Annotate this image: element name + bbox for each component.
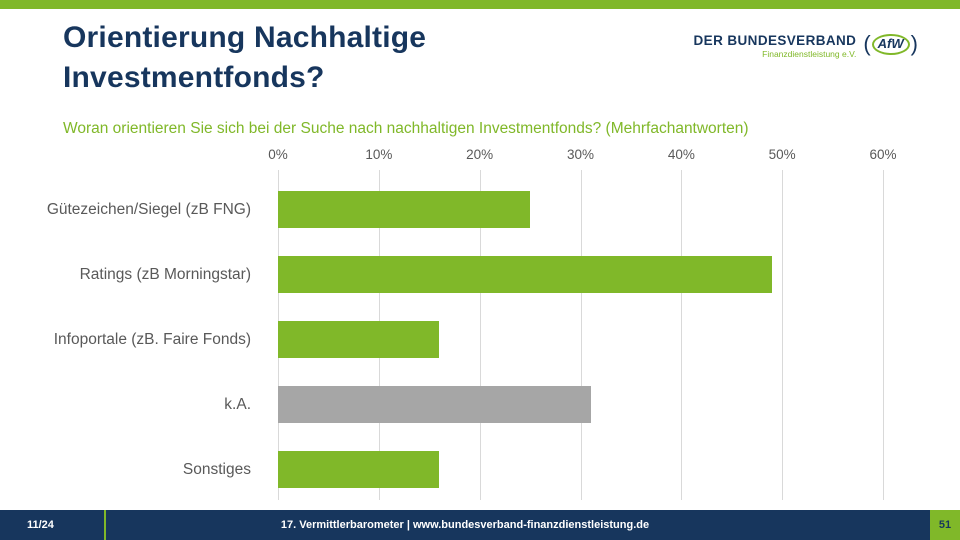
x-axis-tick-labels: 0% 10% 20% 30% 40% 50% 60% [268,146,896,164]
footer-divider [104,510,106,540]
top-accent-bar [0,0,960,9]
bar-Infoportale (zB. Faire Fonds) [278,321,440,358]
footer-page-number: 51 [930,510,960,540]
x-tick-label-50%: 50% [768,147,796,162]
gridline-30% [580,170,582,500]
category-label-Gütezeichen/Siegel (zB FNG): Gütezeichen/Siegel (zB FNG) [46,201,251,218]
gridline-50% [782,170,784,500]
x-tick-label-60%: 60% [869,147,897,162]
x-tick-label-10%: 10% [365,147,393,162]
category-label-Sonstiges: Sonstiges [182,461,251,478]
afw-badge-paren-open: ( [863,31,871,56]
category-labels: Gütezeichen/Siegel (zB FNG) Ratings (zB M… [0,170,265,500]
afw-logo-subtitle: Finanzdienstleistung e.V. [762,49,857,59]
category-label-k.A.: k.A. [224,396,251,413]
gridline-40% [681,170,683,500]
x-tick-label-40%: 40% [667,147,695,162]
afw-logo: DER BUNDESVERBAND Finanzdienstleistung e… [694,31,918,59]
footer-source-text: 17. Vermittlerbarometer | www.bundesverb… [280,519,650,531]
category-label-Infoportale (zB. Faire Fonds): Infoportale (zB. Faire Fonds) [53,331,251,348]
gridline-60% [883,170,884,500]
x-tick-label-0%: 0% [268,147,288,162]
bar-Ratings (zB Morningstar) [278,256,773,293]
afw-badge-oval: AfW [871,33,910,55]
bar-k.A. [278,386,591,423]
chart-question-subtitle: Woran orientieren Sie sich bei der Suche… [63,120,749,137]
footer-bar: 11/24 17. Vermittlerbarometer | www.bund… [0,510,960,540]
bar-Sonstiges [278,451,440,488]
afw-badge-paren-close: ) [910,31,918,56]
page-title: Orientierung Nachhaltige Investmentfonds… [63,18,683,98]
afw-logo-text: DER BUNDESVERBAND Finanzdienstleistung e… [694,33,857,59]
bar-Gütezeichen/Siegel (zB FNG) [278,191,531,228]
x-tick-label-30%: 30% [566,147,595,162]
afw-logo-name: DER BUNDESVERBAND [693,33,857,48]
category-label-Ratings (zB Morningstar): Ratings (zB Morningstar) [79,266,251,283]
bar-chart-plot-area [278,170,884,500]
afw-logo-badge: ( AfW ) [863,31,918,57]
page-title-line2: Investmentfonds? [63,61,325,94]
x-tick-label-20%: 20% [466,147,494,162]
footer-date: 11/24 [27,519,54,531]
gridline-20% [479,170,481,500]
page-title-line1: Orientierung Nachhaltige [63,21,427,54]
